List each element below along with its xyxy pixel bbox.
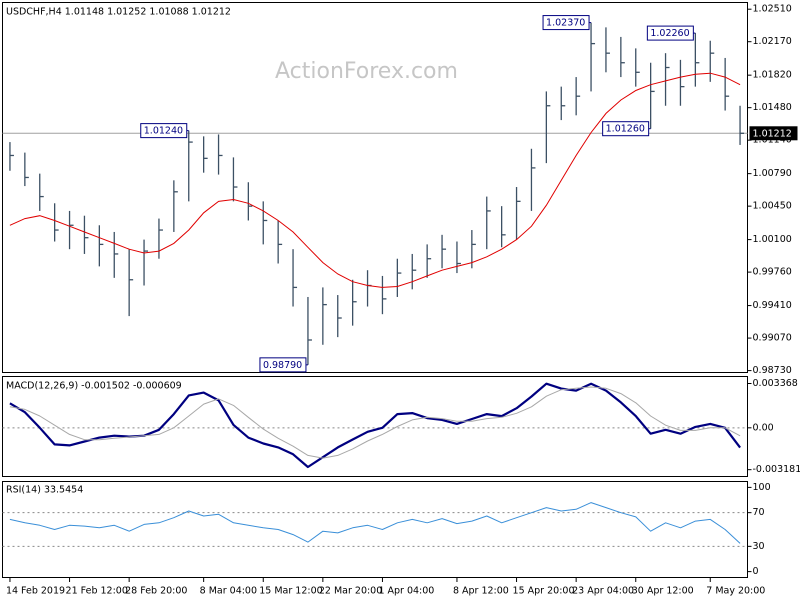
annotation-box xyxy=(646,25,694,41)
annotation-box xyxy=(259,357,307,373)
y-tick-label: 0.99410 xyxy=(753,300,792,311)
macd-pane xyxy=(2,376,748,477)
y-tick-label: 0.003368 xyxy=(753,378,798,389)
annotation-box xyxy=(542,15,590,31)
annotation-label: 1.02260 xyxy=(650,28,689,39)
x-tick-label: 7 May 20:00 xyxy=(706,586,765,597)
x-tick-label: 14 Feb 2019 xyxy=(6,586,65,597)
annotation-box xyxy=(140,123,188,139)
x-tick-label: 8 Mar 04:00 xyxy=(200,586,257,597)
x-tick-label: 1 Apr 04:00 xyxy=(378,586,434,597)
macd-title: MACD(12,26,9) -0.001502 -0.000609 xyxy=(6,381,182,392)
x-tick-label: 22 Mar 20:00 xyxy=(319,586,382,597)
rsi-title: RSI(14) 33.5454 xyxy=(6,485,83,496)
y-tick-label: -0.003181 xyxy=(753,464,800,475)
last-price-label: 1.01212 xyxy=(753,128,792,139)
x-tick-label: 28 Feb 20:00 xyxy=(125,586,187,597)
x-tick-label: 15 Mar 12:00 xyxy=(259,586,322,597)
y-tick-label: 100 xyxy=(753,482,771,493)
moving-average xyxy=(9,72,741,288)
y-tick-label: 0.99070 xyxy=(753,333,792,344)
annotation-label: 1.01240 xyxy=(144,126,183,137)
price-pane xyxy=(2,2,748,373)
x-tick-label: 30 Apr 12:00 xyxy=(632,586,694,597)
series-line xyxy=(9,386,741,459)
chart-title: USDCHF,H4 1.01148 1.01252 1.01088 1.0121… xyxy=(6,7,231,18)
y-tick-label: 1.02510 xyxy=(753,4,792,15)
last-price-box xyxy=(749,126,798,141)
annotation-label: 1.01260 xyxy=(606,124,645,135)
y-tick-label: 1.01480 xyxy=(753,102,792,113)
y-tick-label: 1.00100 xyxy=(753,234,792,245)
y-tick-label: 30 xyxy=(753,541,765,552)
x-tick-label: 8 Apr 12:00 xyxy=(453,586,509,597)
x-tick-label: 23 Apr 04:00 xyxy=(572,586,634,597)
y-tick-label: 1.00790 xyxy=(753,168,792,179)
annotation-label: 0.98790 xyxy=(263,360,302,371)
y-tick-label: 1.02170 xyxy=(753,36,792,47)
x-tick-label: 21 Feb 12:00 xyxy=(66,586,128,597)
y-tick-label: 0.99760 xyxy=(753,267,792,278)
annotation-label: 1.02370 xyxy=(546,18,585,29)
watermark: ActionForex.com xyxy=(275,59,458,84)
x-tick-label: 15 Apr 20:00 xyxy=(513,586,575,597)
y-tick-label: 1.01820 xyxy=(753,70,792,81)
y-tick-label: 1.00450 xyxy=(753,201,792,212)
y-tick-label: 0.00 xyxy=(753,422,774,433)
rsi-pane xyxy=(2,481,748,578)
annotation-box xyxy=(602,121,650,137)
series-line xyxy=(9,502,741,544)
y-tick-label: 70 xyxy=(753,507,765,518)
y-tick-label: 0 xyxy=(753,566,759,577)
y-tick-label: 0.98730 xyxy=(753,365,792,376)
